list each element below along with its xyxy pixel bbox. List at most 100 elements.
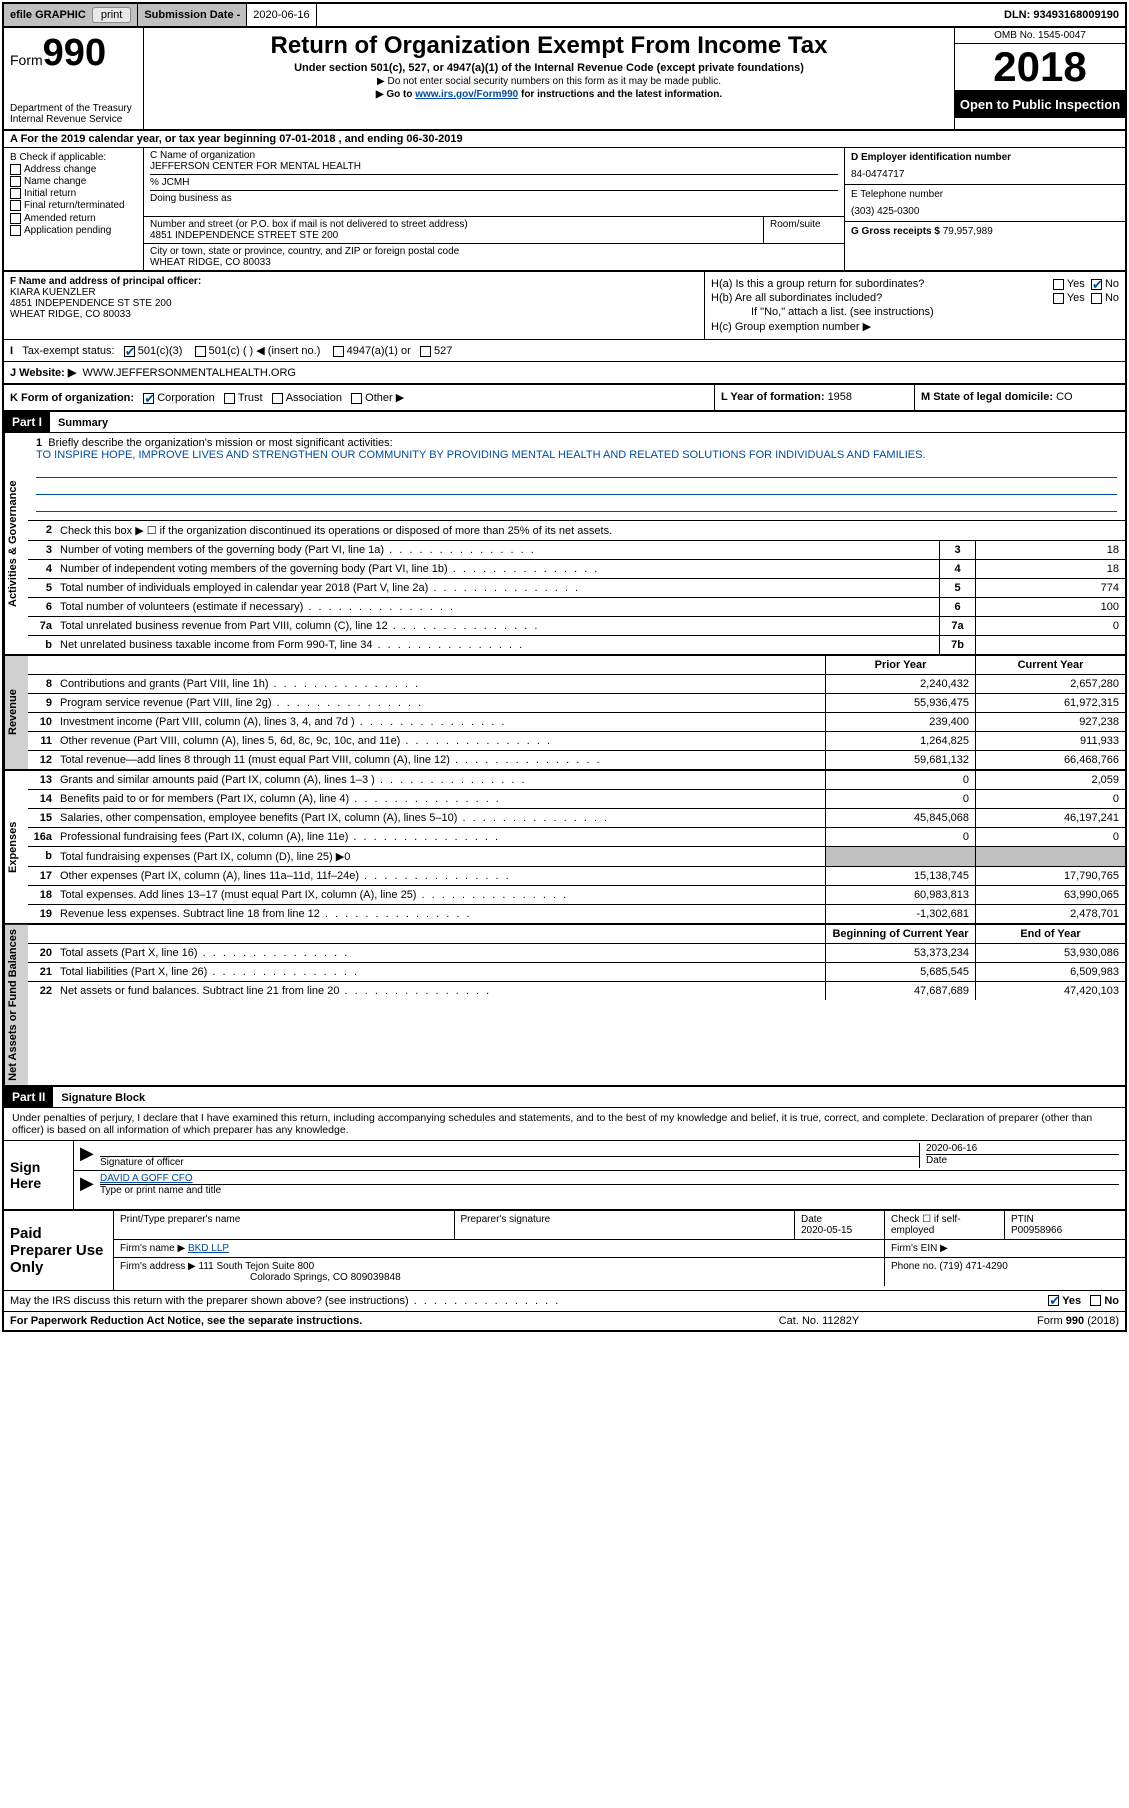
paid-preparer-title: Paid Preparer Use Only (4, 1211, 114, 1290)
open-public-badge: Open to Public Inspection (955, 91, 1125, 118)
row-klm: K Form of organization: Corporation Trus… (4, 385, 1125, 412)
firm-addr1: 111 South Tejon Suite 800 (199, 1261, 315, 1272)
sig-officer-label: Signature of officer (100, 1157, 184, 1168)
officer-addr1: 4851 INDEPENDENCE ST STE 200 (10, 298, 698, 309)
line-12: 12Total revenue—add lines 8 through 11 (… (28, 751, 1125, 769)
page-footer: For Paperwork Reduction Act Notice, see … (4, 1312, 1125, 1330)
cb-address-change[interactable]: Address change (10, 164, 137, 175)
website-value: WWW.JEFFERSONMENTALHEALTH.ORG (82, 367, 296, 379)
sig-name-label: Type or print name and title (100, 1185, 221, 1196)
irs-link[interactable]: www.irs.gov/Form990 (415, 89, 518, 100)
vlabel-governance: Activities & Governance (4, 433, 28, 654)
section-f-h: F Name and address of principal officer:… (4, 272, 1125, 340)
ssn-note: ▶ Do not enter social security numbers o… (152, 76, 946, 87)
signature-declaration: Under penalties of perjury, I declare th… (4, 1108, 1125, 1141)
gross-value: 79,957,989 (943, 226, 993, 237)
sign-here-label: Sign Here (4, 1141, 74, 1209)
form-header: Form990 Department of the Treasury Inter… (4, 28, 1125, 131)
submission-date-value: 2020-06-16 (247, 4, 316, 26)
gov-line-2: 2Check this box ▶ ☐ if the organization … (28, 521, 1125, 541)
cat-no: Cat. No. 11282Y (719, 1315, 919, 1327)
vlabel-revenue: Revenue (4, 656, 28, 769)
summary-net-assets: Net Assets or Fund Balances Beginning of… (4, 925, 1125, 1087)
row-j-website: J Website: ▶ WWW.JEFFERSONMENTALHEALTH.O… (4, 362, 1125, 385)
cb-amended-return[interactable]: Amended return (10, 213, 137, 224)
cb-final-return[interactable]: Final return/terminated (10, 200, 137, 211)
gov-line-b: bNet unrelated business taxable income f… (28, 636, 1125, 654)
row-a-tax-period: A For the 2019 calendar year, or tax yea… (4, 131, 1125, 148)
summary-expenses: Expenses 13Grants and similar amounts pa… (4, 771, 1125, 925)
topbar: efile GRAPHIC print Submission Date - 20… (4, 4, 1125, 28)
line-17: 17Other expenses (Part IX, column (A), l… (28, 867, 1125, 886)
city-value: WHEAT RIDGE, CO 80033 (150, 257, 838, 268)
line-16a: 16aProfessional fundraising fees (Part I… (28, 828, 1125, 847)
form-subtitle: Under section 501(c), 527, or 4947(a)(1)… (152, 62, 946, 74)
gov-line-3: 3Number of voting members of the governi… (28, 541, 1125, 560)
line-21: 21Total liabilities (Part X, line 26) 5,… (28, 963, 1125, 982)
netassets-col-header: Beginning of Current Year End of Year (28, 925, 1125, 944)
row-l-year: L Year of formation: 1958 (715, 385, 915, 410)
vlabel-expenses: Expenses (4, 771, 28, 923)
officer-name: KIARA KUENZLER (10, 287, 698, 298)
dept-treasury: Department of the Treasury (10, 103, 137, 114)
firm-name: BKD LLP (188, 1243, 229, 1254)
line-14: 14Benefits paid to or for members (Part … (28, 790, 1125, 809)
form-990-page: efile GRAPHIC print Submission Date - 20… (2, 2, 1127, 1332)
line-b: bTotal fundraising expenses (Part IX, co… (28, 847, 1125, 867)
sig-name-value: DAVID A GOFF CFO (100, 1173, 1119, 1185)
dln-value: DLN: 93493168009190 (998, 4, 1125, 26)
preparer-date-label: Date (801, 1214, 822, 1225)
row-m-state: M State of legal domicile: CO (915, 385, 1125, 410)
sig-arrow-icon: ▶ (80, 1143, 100, 1168)
dba-label: Doing business as (150, 190, 838, 204)
line-1-mission: 1 Briefly describe the organization's mi… (28, 433, 1125, 521)
col-b-title: B Check if applicable: (10, 152, 137, 163)
paperwork-notice: For Paperwork Reduction Act Notice, see … (10, 1315, 719, 1327)
gov-line-5: 5Total number of individuals employed in… (28, 579, 1125, 598)
addr-label: Number and street (or P.O. box if mail i… (150, 219, 757, 230)
line-22: 22Net assets or fund balances. Subtract … (28, 982, 1125, 1000)
org-name: JEFFERSON CENTER FOR MENTAL HEALTH (150, 161, 838, 172)
ha-label: H(a) Is this a group return for subordin… (711, 278, 924, 290)
firm-addr2: Colorado Springs, CO 809039848 (120, 1272, 401, 1283)
ein-label: D Employer identification number (851, 152, 1011, 163)
col-b-checkboxes: B Check if applicable: Address change Na… (4, 148, 144, 270)
section-b-through-g: B Check if applicable: Address change Na… (4, 148, 1125, 272)
cb-initial-return[interactable]: Initial return (10, 188, 137, 199)
part-i-header: Part ISummary (4, 412, 1125, 433)
tax-year: 2018 (955, 44, 1125, 91)
irs-label: Internal Revenue Service (10, 114, 137, 125)
efile-label: efile GRAPHIC print (4, 4, 138, 26)
firm-ein-label: Firm's EIN ▶ (885, 1240, 1125, 1257)
sig-date-label: Date (926, 1155, 947, 1166)
preparer-name-label: Print/Type preparer's name (114, 1211, 455, 1239)
goto-note: ▶ Go to www.irs.gov/Form990 for instruct… (152, 89, 946, 100)
revenue-col-header: Prior Year Current Year (28, 656, 1125, 675)
cb-name-change[interactable]: Name change (10, 176, 137, 187)
sig-date-value: 2020-06-16 (926, 1143, 1119, 1155)
col-f-officer: F Name and address of principal officer:… (4, 272, 705, 339)
line-13: 13Grants and similar amounts paid (Part … (28, 771, 1125, 790)
firm-name-label: Firm's name ▶ (120, 1243, 185, 1254)
gov-line-6: 6Total number of volunteers (estimate if… (28, 598, 1125, 617)
summary-revenue: Revenue Prior Year Current Year 8Contrib… (4, 656, 1125, 771)
gov-line-4: 4Number of independent voting members of… (28, 560, 1125, 579)
part-ii-header: Part IISignature Block (4, 1087, 1125, 1108)
pct-jcmh: % JCMH (150, 174, 838, 188)
print-button[interactable]: print (92, 7, 131, 23)
col-c-org-info: C Name of organization JEFFERSON CENTER … (144, 148, 845, 270)
hb-label: H(b) Are all subordinates included? (711, 292, 882, 304)
officer-addr2: WHEAT RIDGE, CO 80033 (10, 309, 698, 320)
tel-value: (303) 425-0300 (851, 206, 1119, 217)
line-20: 20Total assets (Part X, line 16) 53,373,… (28, 944, 1125, 963)
sign-here-block: Sign Here ▶ Signature of officer 2020-06… (4, 1141, 1125, 1211)
gov-line-7a: 7aTotal unrelated business revenue from … (28, 617, 1125, 636)
cb-application-pending[interactable]: Application pending (10, 225, 137, 236)
line-11: 11Other revenue (Part VIII, column (A), … (28, 732, 1125, 751)
line-8: 8Contributions and grants (Part VIII, li… (28, 675, 1125, 694)
firm-addr-label: Firm's address ▶ (120, 1261, 196, 1272)
sig-arrow-icon-2: ▶ (80, 1173, 100, 1196)
line-10: 10Investment income (Part VIII, column (… (28, 713, 1125, 732)
summary-governance: Activities & Governance 1 Briefly descri… (4, 433, 1125, 656)
preparer-sig-label: Preparer's signature (455, 1211, 796, 1239)
